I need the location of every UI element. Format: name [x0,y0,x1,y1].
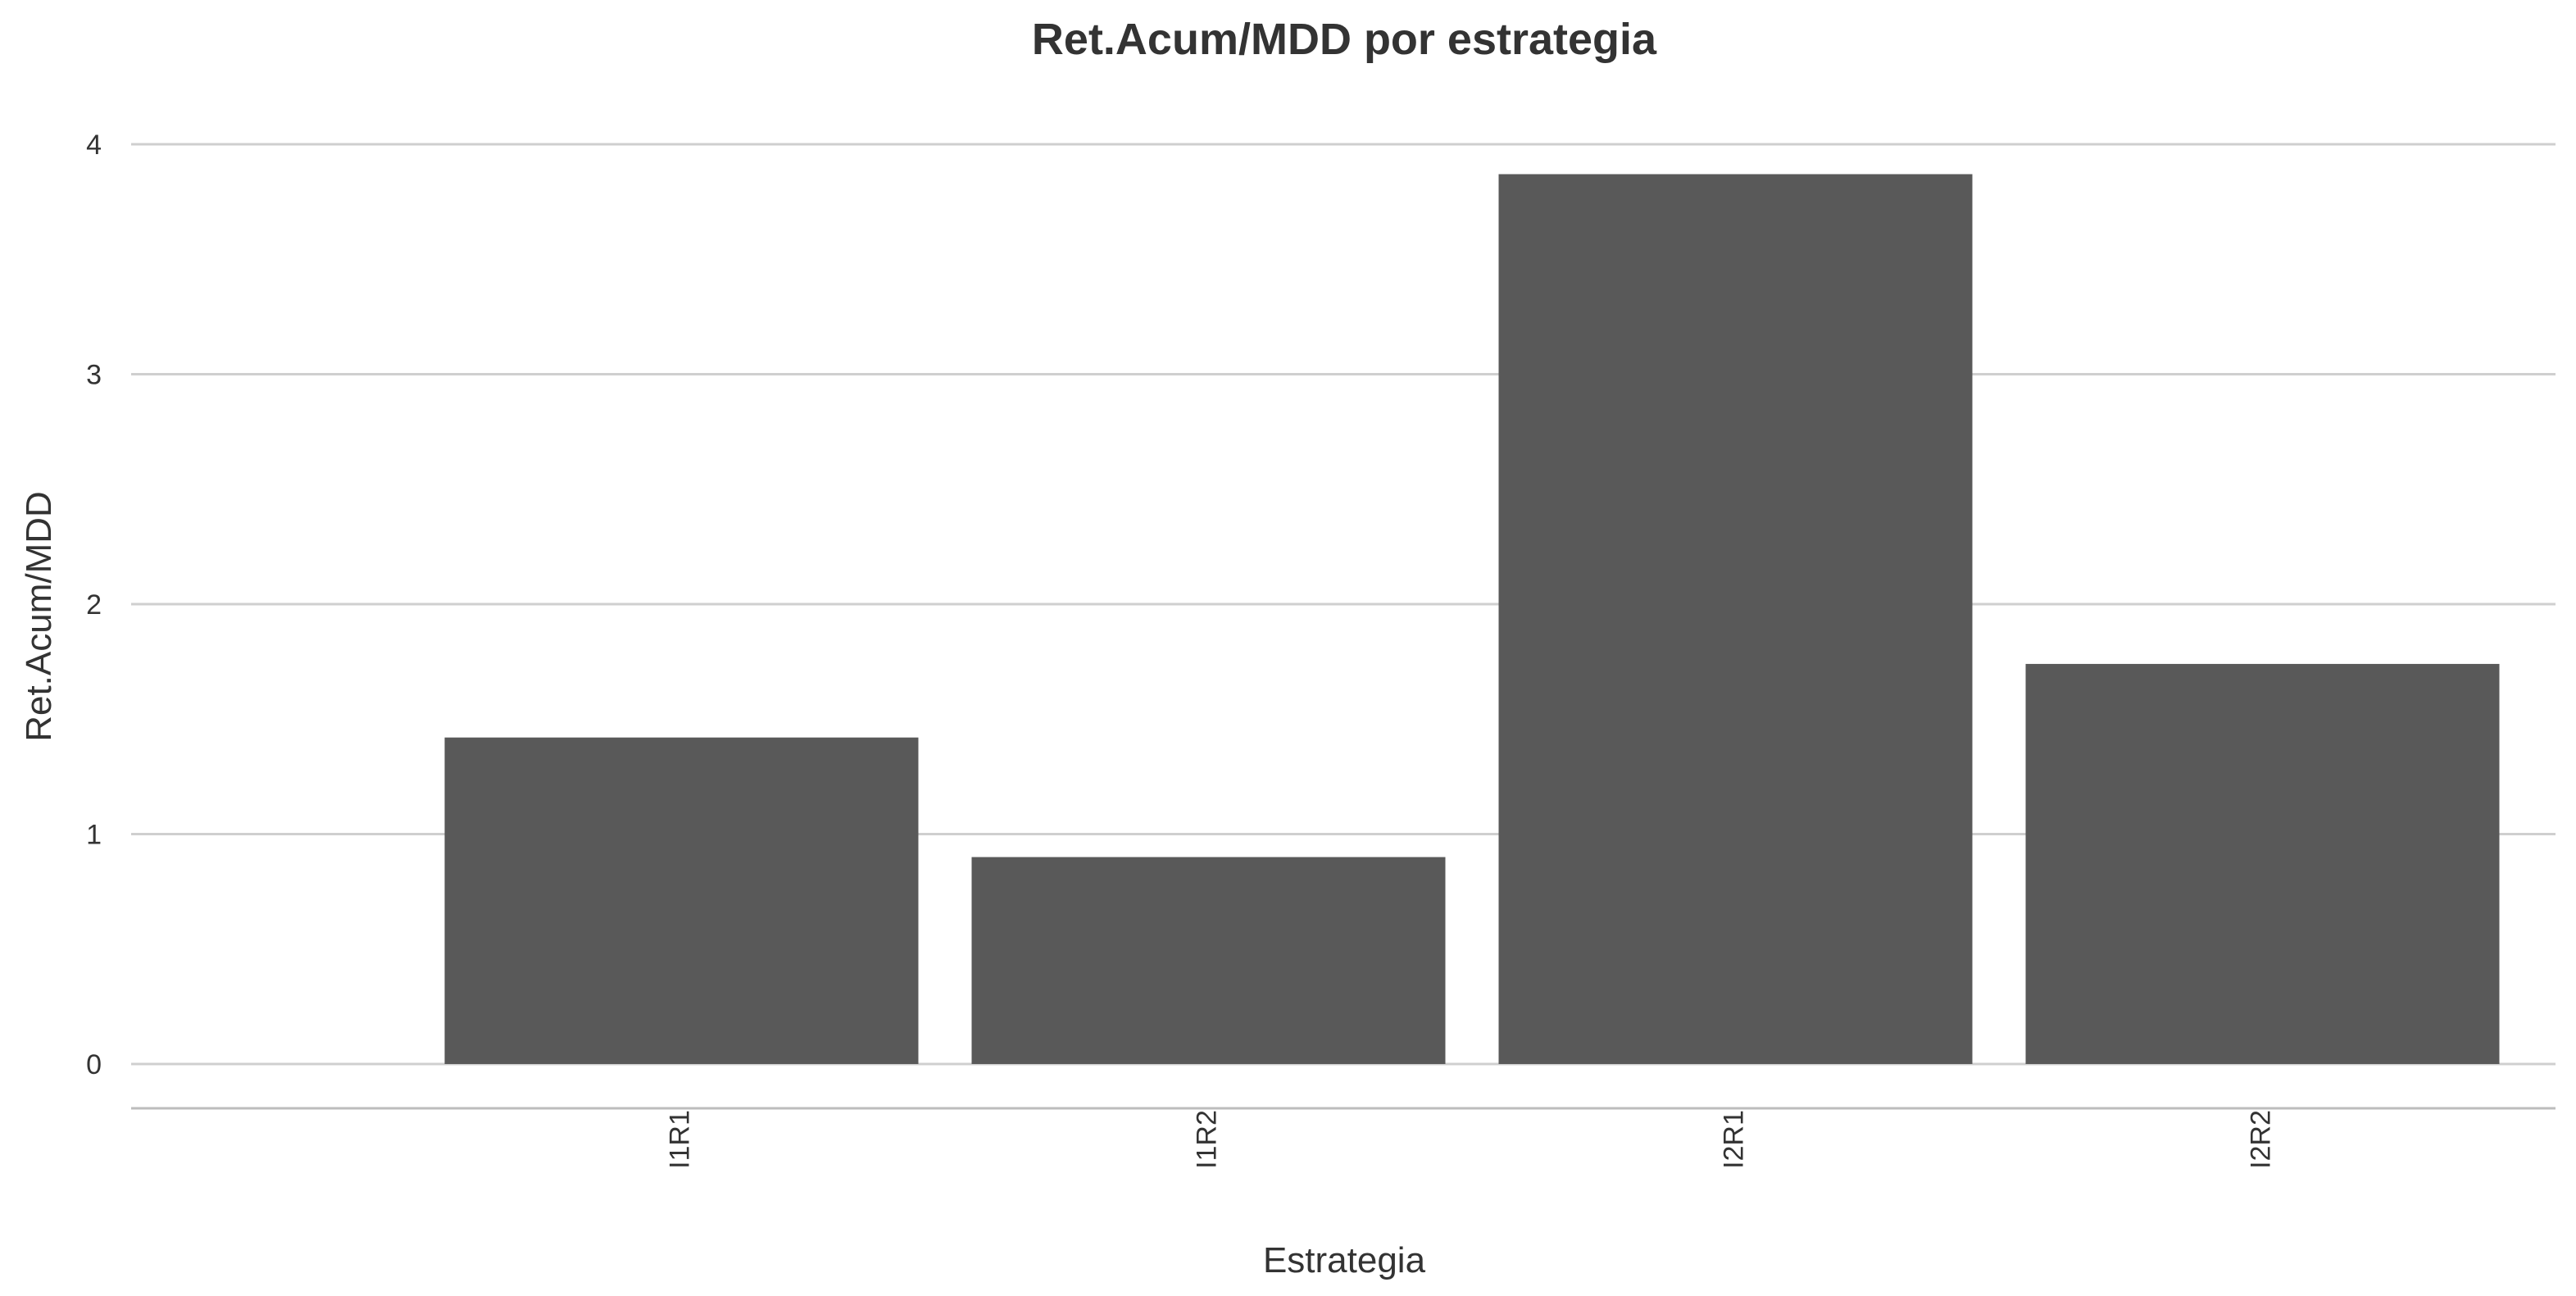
bar-i2r2 [2025,663,2500,1064]
y-axis-label: Ret.Acum/MDD [19,491,59,742]
bar-i2r1 [1498,174,1973,1065]
x-tick-label: I1R1 [664,1110,695,1169]
bar-i1r2 [971,857,1446,1064]
y-tick-label: 4 [86,130,102,161]
bars [444,174,2500,1065]
bar-i1r1 [444,737,919,1064]
y-axis-ticks: 0 1 2 3 4 [86,130,102,1080]
y-tick-label: 1 [86,820,102,851]
x-tick-label: I2R1 [1718,1110,1749,1169]
y-tick-label: 0 [86,1049,102,1080]
x-tick-label: I2R2 [2245,1110,2276,1169]
x-tick-label: I1R2 [1191,1110,1222,1169]
y-tick-label: 3 [86,360,102,391]
chart-title: Ret.Acum/MDD por estrategia [1032,15,1657,64]
x-axis-label: Estrategia [1263,1240,1426,1280]
y-tick-label: 2 [86,589,102,621]
x-axis-ticks: I1R1 I1R2 I2R1 I2R2 [664,1110,2276,1169]
